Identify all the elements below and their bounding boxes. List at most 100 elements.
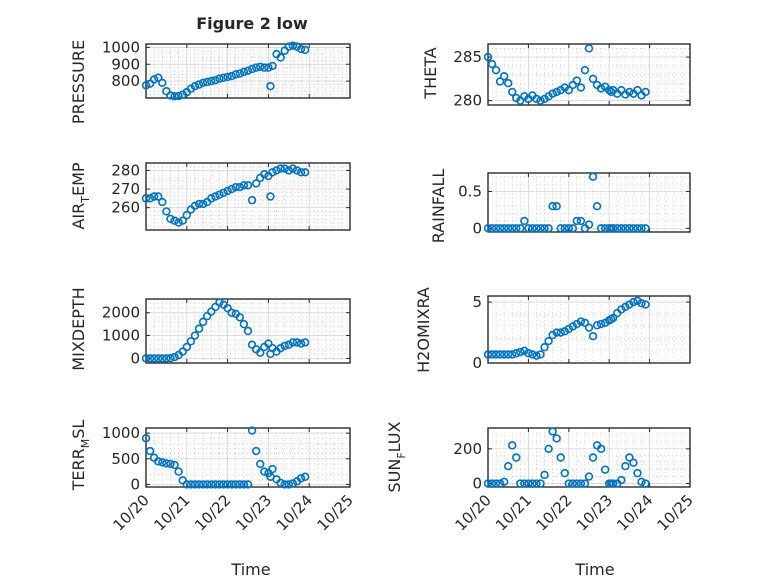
data-point <box>198 78 208 88</box>
x-tick-label: 10/25 <box>654 491 697 534</box>
data-point <box>564 224 573 233</box>
y-tick-label: 285 <box>453 48 482 66</box>
data-point <box>641 224 650 233</box>
data-point <box>576 317 586 326</box>
axes-frame <box>145 427 351 488</box>
y-tick-label: 0 <box>472 219 482 237</box>
data-point <box>182 342 192 352</box>
data-point <box>520 216 529 226</box>
data-point <box>487 479 497 488</box>
data-point <box>276 164 285 173</box>
y-tick-label: 500 <box>111 450 140 468</box>
data-point <box>568 479 578 488</box>
y-tick-label: 0 <box>472 475 482 493</box>
xlabel-right: Time <box>574 560 614 579</box>
data-point <box>596 319 606 329</box>
data-point <box>584 44 594 53</box>
data-point <box>162 459 171 468</box>
data-point <box>592 321 602 330</box>
data-point <box>491 65 501 75</box>
data-point <box>604 85 614 95</box>
data-point <box>508 87 517 97</box>
data-point <box>166 214 175 224</box>
data-point <box>182 210 192 220</box>
data-point <box>552 434 561 443</box>
panel-left-3: 0 1000 2000 <box>102 298 351 367</box>
data-point <box>584 323 594 332</box>
data-point <box>296 168 306 177</box>
y-tick-label: 0 <box>130 349 140 367</box>
data-point <box>231 70 240 79</box>
data-point <box>532 94 541 104</box>
data-point <box>243 181 253 190</box>
data-point <box>596 444 606 454</box>
data-point <box>280 480 289 489</box>
data-point <box>491 350 501 359</box>
data-point <box>572 216 582 226</box>
y-tick-label: 270 <box>111 180 140 198</box>
ylabel-mixdepth: MIXDEPTH <box>69 287 88 370</box>
data-point <box>637 224 646 233</box>
data-point <box>223 303 232 313</box>
data-point <box>504 461 513 471</box>
ylabel-terr-msl: TERRMSL <box>69 420 92 492</box>
axes-box <box>487 295 691 364</box>
data-point <box>568 224 578 233</box>
data-point <box>532 479 541 488</box>
ylabel-terr-tail: SL <box>69 420 88 439</box>
data-point <box>548 201 557 211</box>
data-point <box>572 76 582 85</box>
data-point <box>504 224 513 233</box>
data-point <box>540 224 549 233</box>
data-point <box>499 477 509 486</box>
data-point <box>272 166 281 175</box>
data-point <box>284 42 293 51</box>
data-point <box>536 96 545 105</box>
data-point <box>166 459 175 469</box>
data-point <box>532 224 541 233</box>
data-point <box>552 328 561 337</box>
data-point <box>198 317 208 327</box>
data-point <box>162 207 171 216</box>
data-point <box>215 190 224 199</box>
ylabel-terr-main: TERR <box>69 448 88 491</box>
data-point <box>264 339 273 348</box>
axes-frame <box>487 43 691 106</box>
data-point <box>239 319 249 329</box>
data-point <box>207 194 216 203</box>
data-point <box>487 59 497 69</box>
data-point <box>194 80 204 89</box>
data-point <box>276 478 285 488</box>
y-tick-label: 900 <box>111 55 140 73</box>
data-point <box>194 480 204 489</box>
y-tick-label: 5 <box>472 293 482 311</box>
data-point <box>145 194 155 203</box>
data-point <box>190 201 200 211</box>
data-point <box>247 64 257 74</box>
data-point <box>552 201 561 211</box>
data-point <box>483 52 493 62</box>
data-point <box>532 351 541 360</box>
data-point <box>504 350 513 359</box>
ylabel-air-temp-main: AIR <box>69 203 88 230</box>
data-point <box>504 79 513 88</box>
data-point <box>141 194 151 203</box>
axes-frame <box>487 427 691 488</box>
data-point <box>288 164 298 173</box>
data-point <box>170 352 179 362</box>
data-point <box>629 224 638 233</box>
y-tick-label: 0 <box>130 475 140 493</box>
data-point <box>560 468 569 478</box>
data-point <box>182 480 192 489</box>
data-point <box>576 479 586 488</box>
data-point <box>613 224 622 233</box>
data-point <box>540 342 549 352</box>
data-point <box>495 224 505 233</box>
data-point <box>280 341 289 351</box>
data-point <box>536 224 545 233</box>
data-point <box>149 75 159 84</box>
data-point <box>194 324 204 333</box>
xlabel-left: Time <box>230 560 270 579</box>
data-point <box>154 457 163 466</box>
